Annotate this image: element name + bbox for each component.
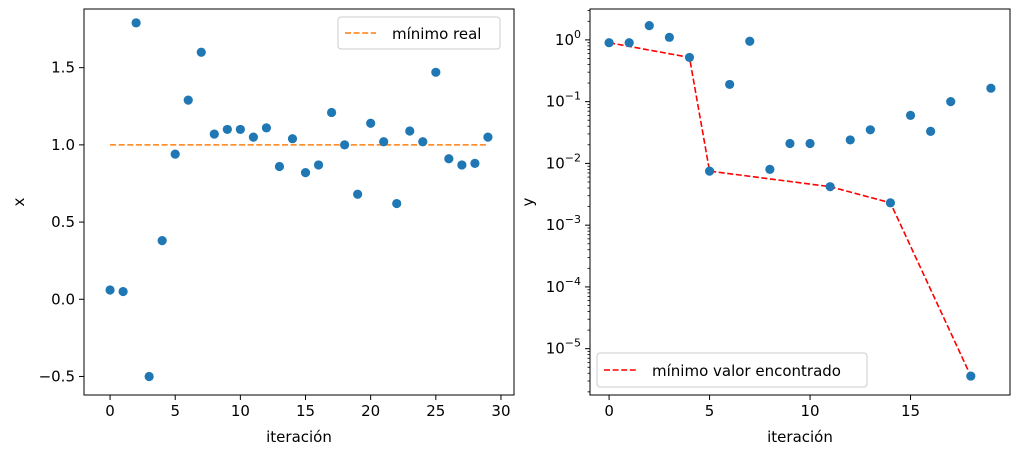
right-chart-point	[704, 166, 715, 176]
left-chart-point	[392, 198, 402, 209]
left-chart-xtick-label: 10	[231, 402, 250, 420]
right-chart-ylabel: y	[519, 197, 537, 206]
left-chart-legend-box	[337, 16, 501, 50]
right-chart-point	[926, 126, 936, 136]
right-chart-point	[805, 138, 815, 149]
left-chart-point	[170, 149, 180, 159]
left-chart: 0 5 10 15 20 25 30 −0.5 0.0 0.5 1.0 1.5 iteración x…	[10, 8, 515, 446]
right-chart-ytick-label: 10−2	[546, 151, 581, 172]
right-chart-ytick-label: 100	[555, 28, 581, 49]
left-chart-point	[340, 140, 350, 150]
left-chart-ticks: 0 5 10 15 20 25 30 −0.5 0.0 0.5 1.0 1.5	[39, 59, 511, 420]
left-chart-point	[118, 286, 128, 297]
right-chart-point	[604, 38, 614, 48]
left-chart-point	[431, 67, 441, 77]
right-chart-point	[825, 182, 835, 192]
left-chart-point	[379, 137, 389, 147]
right-chart-ytick-label: 10−5	[546, 337, 581, 358]
left-chart-ytick-label: 0.0	[51, 290, 75, 308]
left-chart-point	[105, 285, 115, 295]
left-chart-ylabel: x	[10, 197, 28, 206]
left-chart-point	[131, 18, 141, 28]
right-chart-ytick-label: 10−4	[546, 275, 581, 296]
right-chart-frame	[589, 8, 1011, 396]
right-chart-point	[905, 110, 916, 120]
left-chart-xtick-label: 20	[361, 402, 380, 420]
right-chart-xlabel: iteración	[767, 428, 833, 446]
left-chart-point	[418, 137, 428, 147]
left-chart-xtick-label: 0	[105, 402, 115, 420]
left-chart-xlabel: iteración	[266, 428, 332, 446]
right-chart-xtick-label: 5	[705, 402, 715, 420]
right-chart-point	[785, 138, 795, 149]
left-chart-legend-label: mínimo real	[392, 25, 481, 43]
left-chart-point	[274, 161, 285, 172]
left-chart-point	[483, 132, 493, 142]
right-chart-legend: mínimo valor encontrado	[596, 352, 868, 388]
right-chart-series-line	[608, 41, 972, 377]
left-chart-xtick-label: 30	[491, 402, 510, 420]
left-chart-point	[405, 126, 415, 136]
right-chart-ytick-label: 10−3	[546, 213, 581, 234]
left-chart-xtick-label: 5	[170, 402, 180, 420]
left-chart-xtick-label: 15	[296, 402, 315, 420]
left-chart-point	[157, 236, 167, 246]
left-chart-point	[209, 129, 219, 139]
left-chart-ytick-label: −0.5	[39, 367, 75, 385]
right-chart-ticks: 0 5 10 15 100 10−1 10−2 10−3 10−4 10−5	[546, 10, 920, 420]
left-chart-point	[222, 124, 232, 135]
left-chart-point	[457, 160, 467, 170]
left-chart-point	[470, 158, 480, 168]
right-chart-point	[745, 36, 755, 46]
left-chart-point	[326, 107, 337, 118]
left-chart-data	[105, 18, 493, 382]
left-chart-point	[353, 189, 363, 199]
right-chart-ytick-label: 10−1	[546, 90, 581, 111]
right-chart-legend-box	[596, 352, 868, 388]
left-chart-xtick-label: 25	[426, 402, 445, 420]
left-chart-point	[235, 124, 245, 135]
left-chart-ytick-label: 1.0	[51, 136, 75, 154]
right-chart-point	[664, 32, 674, 42]
left-chart-point	[248, 132, 258, 142]
right-chart-xtick-label: 15	[901, 402, 920, 420]
right-chart-xtick-label: 0	[604, 402, 614, 420]
left-chart-point	[261, 123, 272, 133]
right-chart-point	[946, 97, 956, 107]
right-chart-data	[604, 21, 996, 381]
right-chart-point	[986, 83, 996, 93]
left-chart-ytick-label: 1.5	[51, 59, 75, 77]
right-chart-point	[865, 125, 875, 135]
left-chart-point	[196, 47, 206, 57]
right-chart-legend-label: mínimo valor encontrado	[652, 362, 841, 380]
right-chart-point	[966, 371, 976, 381]
left-chart-point	[313, 160, 324, 170]
right-chart-point	[845, 135, 855, 145]
right-chart-point	[644, 21, 654, 31]
left-chart-frame	[83, 8, 515, 396]
right-chart-point	[885, 198, 896, 208]
right-chart-point	[725, 79, 735, 90]
right-chart-xtick-label: 10	[801, 402, 820, 420]
left-chart-point	[287, 134, 298, 144]
left-chart-point	[366, 118, 376, 128]
left-chart-legend: mínimo real	[337, 16, 501, 50]
right-chart-point	[765, 164, 775, 174]
left-chart-point	[300, 168, 311, 178]
left-chart-point	[183, 95, 193, 105]
left-chart-point	[444, 154, 454, 164]
left-chart-ytick-label: 0.5	[51, 213, 75, 231]
right-chart-point	[684, 52, 695, 63]
right-chart-point	[624, 38, 634, 48]
left-chart-point	[144, 371, 154, 382]
